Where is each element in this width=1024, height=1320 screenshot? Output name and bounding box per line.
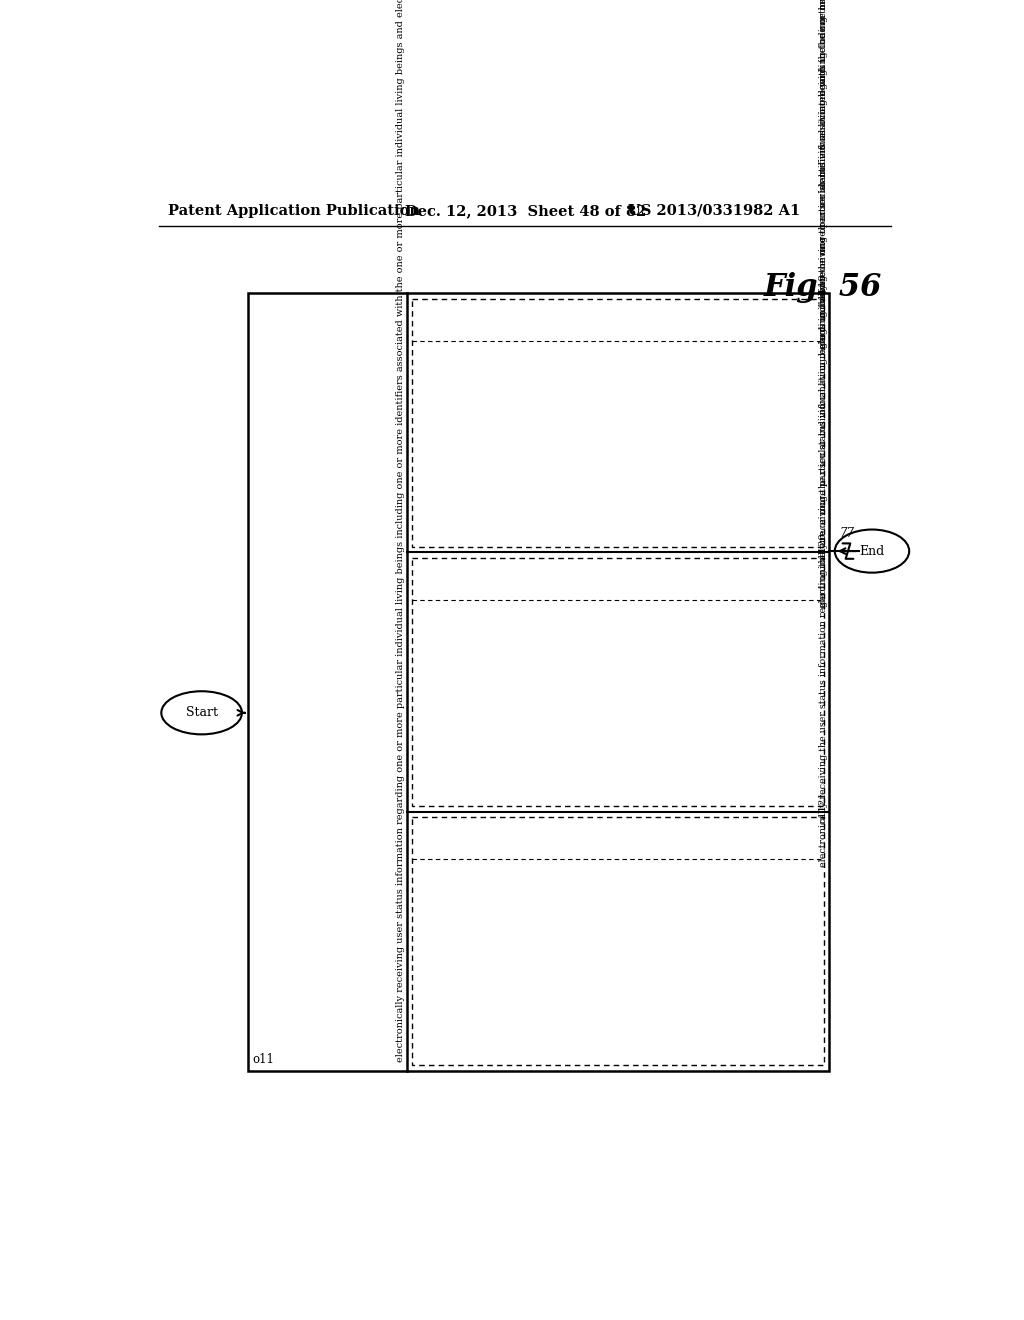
Text: o1121: o1121: [818, 791, 827, 824]
Ellipse shape: [835, 529, 909, 573]
Text: Dec. 12, 2013  Sheet 48 of 82: Dec. 12, 2013 Sheet 48 of 82: [406, 203, 647, 218]
Bar: [413, 298, 824, 546]
Text: 77: 77: [840, 527, 855, 540]
Text: Start: Start: [185, 706, 218, 719]
Bar: [248, 293, 829, 1071]
Text: Fig. 56: Fig. 56: [764, 272, 882, 304]
Ellipse shape: [162, 692, 242, 734]
Text: o1120: o1120: [818, 532, 827, 564]
Bar: [413, 558, 824, 807]
Text: o11: o11: [252, 1053, 273, 1067]
Text: Patent Application Publication: Patent Application Publication: [168, 203, 420, 218]
Text: End: End: [859, 545, 885, 557]
Text: o1119: o1119: [818, 273, 827, 305]
Text: electronically receiving the user status information regarding the one or more p: electronically receiving the user status…: [818, 0, 827, 607]
Bar: [413, 817, 824, 1065]
Text: electronically receiving user status information regarding one or more particula: electronically receiving user status inf…: [396, 0, 406, 1061]
Text: electronically receiving the user status information regarding the one or more p: electronically receiving the user status…: [818, 0, 827, 867]
Text: US 2013/0331982 A1: US 2013/0331982 A1: [628, 203, 800, 218]
Text: electronically receiving the user status information regarding the one or more p: electronically receiving the user status…: [818, 0, 827, 348]
